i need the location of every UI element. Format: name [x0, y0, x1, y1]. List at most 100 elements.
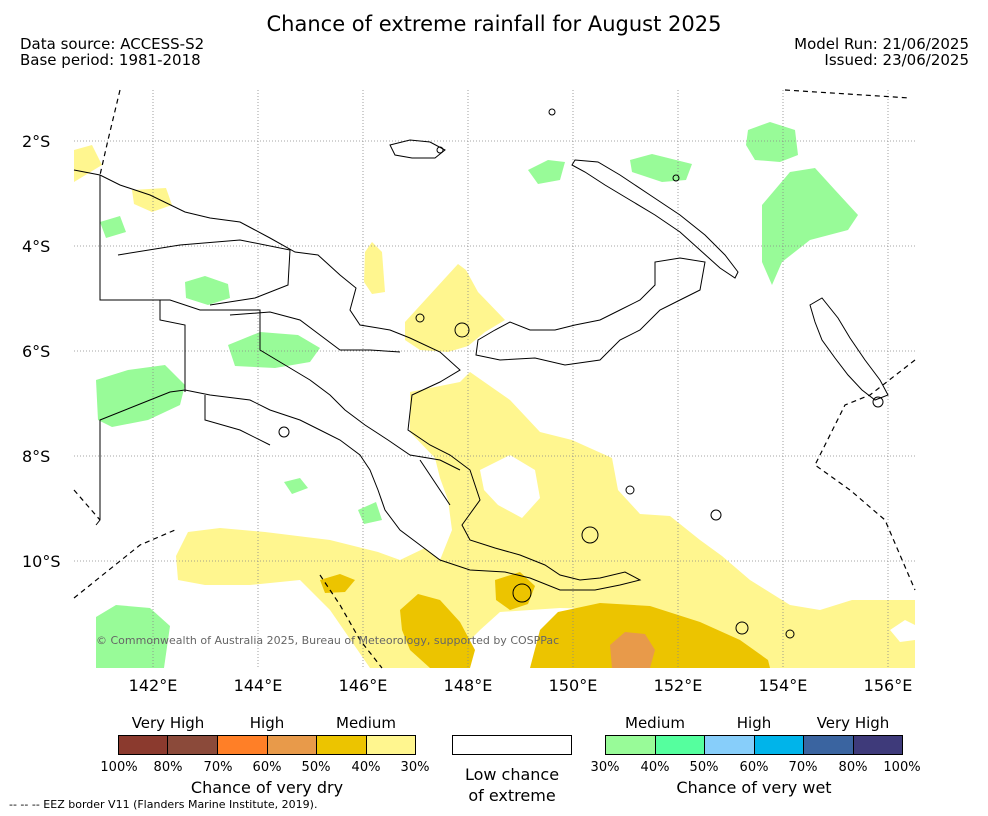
hole: [890, 620, 915, 642]
island: [785, 629, 795, 639]
coastlines: [73, 108, 889, 639]
lon-label-154e: 154°E: [758, 676, 808, 695]
wet-swatch-30-40: [605, 735, 656, 755]
dry-swatch-60-50: [267, 735, 317, 755]
new-guinea-coast: [73, 169, 642, 591]
rainfall-map: [73, 89, 916, 669]
province-border: [100, 299, 461, 471]
dry-caption: Chance of very dry: [190, 778, 344, 797]
eez-borders: [73, 89, 916, 669]
lat-label-8s: 8°S: [22, 447, 51, 466]
bougainville-coast: [809, 297, 889, 401]
chart-title: Chance of extreme rainfall for August 20…: [266, 12, 722, 36]
island: [278, 426, 290, 438]
wet-tick: 100%: [883, 760, 921, 775]
province-border: [99, 175, 186, 392]
island: [872, 396, 884, 408]
dry-region: [74, 145, 102, 182]
lon-label-156e: 156°E: [863, 676, 913, 695]
wet-level-medium: Medium: [625, 714, 685, 732]
wet-tick: 80%: [838, 760, 868, 775]
eez-border: [73, 489, 101, 521]
dry-level-medium: Medium: [336, 714, 396, 732]
island: [436, 146, 444, 154]
lat-label-6s: 6°S: [22, 342, 51, 361]
dry-region: [405, 264, 505, 352]
lon-label-142e: 142°E: [128, 676, 178, 695]
island: [625, 485, 635, 495]
issued-date: Issued: 23/06/2025: [824, 51, 969, 69]
lat-label-10s: 10°S: [22, 552, 61, 571]
wet-swatch-40-50: [655, 735, 705, 755]
island: [672, 174, 680, 182]
eez-border: [814, 359, 916, 591]
lat-label-2s: 2°S: [22, 132, 51, 151]
new-ireland-coast: [571, 159, 739, 279]
lon-label-148e: 148°E: [443, 676, 493, 695]
base-period: Base period: 1981-2018: [20, 51, 201, 69]
island: [710, 509, 722, 521]
dry-tick: 80%: [153, 760, 183, 775]
manus-coast: [389, 139, 446, 159]
wet-tick: 40%: [640, 760, 670, 775]
dry-swatch-40-30: [366, 735, 416, 755]
wet-region: [100, 216, 126, 238]
dry-region: [132, 188, 172, 212]
meta-left: Data source: ACCESS-S2 Base period: 1981…: [20, 36, 204, 68]
wet-region: [96, 605, 170, 668]
wet-swatch-70-80: [803, 735, 854, 755]
lon-label-144e: 144°E: [233, 676, 283, 695]
dry-level-very-high: Very High: [131, 714, 205, 732]
wet-level-very-high: Very High: [816, 714, 890, 732]
data-source: Data source: ACCESS-S2: [20, 35, 205, 53]
province-border: [229, 311, 401, 353]
low-chance-caption: Low chance of extreme: [440, 764, 584, 806]
dry-swatch-80-70: [167, 735, 218, 755]
meta-right: Model Run: 21/06/2025 Issued: 23/06/2025: [794, 36, 969, 68]
eez-border: [99, 89, 121, 176]
low-chance-swatch: [452, 735, 572, 755]
province-border: [419, 459, 451, 506]
wet-tick: 30%: [590, 760, 620, 775]
low-chance-holes: [480, 455, 915, 642]
wet-region: [746, 122, 798, 162]
wet-region: [228, 332, 320, 368]
province-border: [204, 395, 271, 446]
island: [581, 526, 599, 544]
island: [454, 322, 470, 338]
dry-30-regions: [74, 145, 915, 668]
dry-swatch-50-40: [316, 735, 367, 755]
dry-region: [364, 242, 385, 294]
dry-level-high: High: [249, 714, 285, 732]
wet-region: [528, 160, 565, 184]
island: [415, 313, 425, 323]
dry-tick: 50%: [301, 760, 331, 775]
wet-tick: 70%: [788, 760, 818, 775]
lon-label-152e: 152°E: [653, 676, 703, 695]
wet-swatch-60-70: [754, 735, 804, 755]
low-chance-line1: Low chance: [464, 765, 560, 784]
wet-region: [762, 168, 858, 285]
dry-tick: 60%: [252, 760, 282, 775]
wet-tick: 60%: [739, 760, 769, 775]
wet-regions: [96, 122, 858, 668]
dry-tick: 30%: [400, 760, 430, 775]
wet-region: [358, 502, 382, 524]
eez-border: [319, 574, 383, 669]
new-britain-coast: [475, 257, 706, 366]
hole: [480, 455, 540, 518]
wet-caption: Chance of very wet: [676, 778, 832, 797]
eez-border: [784, 89, 911, 99]
dry-region: [610, 632, 655, 668]
wet-region: [185, 276, 230, 305]
wet-swatch-80-100: [853, 735, 903, 755]
dry-region: [320, 574, 355, 593]
model-run: Model Run: 21/06/2025: [794, 35, 969, 53]
wet-region: [630, 154, 692, 182]
dry-tick: 40%: [351, 760, 381, 775]
dry-region: [530, 603, 770, 668]
wet-level-high: High: [736, 714, 772, 732]
wet-tick: 50%: [689, 760, 719, 775]
island: [512, 583, 532, 603]
wet-region: [284, 478, 308, 494]
